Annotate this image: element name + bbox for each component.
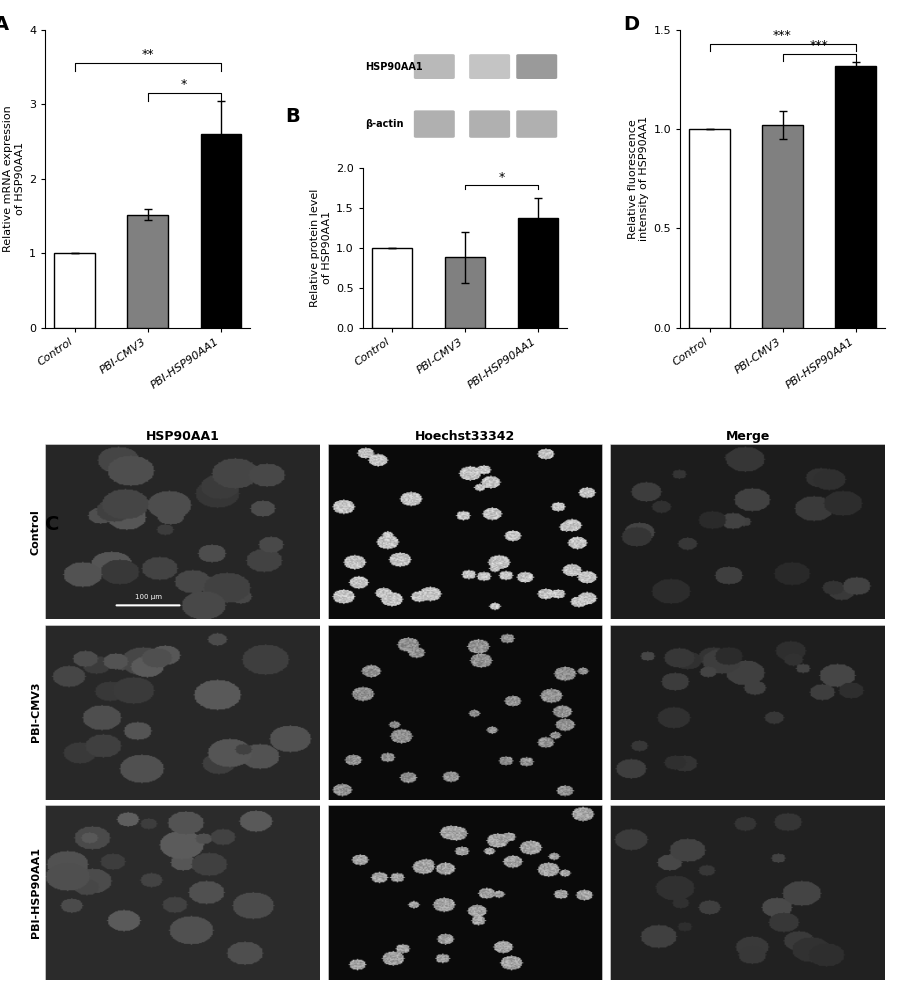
Y-axis label: Control: Control bbox=[31, 509, 41, 555]
Bar bbox=[445, 257, 484, 328]
Text: B: B bbox=[284, 107, 299, 126]
Bar bbox=[518, 218, 557, 328]
Text: β-actin: β-actin bbox=[364, 119, 402, 129]
FancyBboxPatch shape bbox=[469, 110, 510, 138]
Bar bbox=[372, 248, 411, 328]
Bar bbox=[127, 215, 168, 328]
Y-axis label: Relative fluorescence
intensity of HSP90AA1: Relative fluorescence intensity of HSP90… bbox=[627, 116, 649, 241]
Y-axis label: PBI-CMV3: PBI-CMV3 bbox=[31, 682, 41, 742]
Y-axis label: PBI-HSP90AA1: PBI-HSP90AA1 bbox=[31, 847, 41, 938]
Bar bbox=[200, 134, 241, 328]
Bar bbox=[54, 253, 95, 328]
Text: ***: *** bbox=[772, 29, 791, 42]
Text: *: * bbox=[498, 171, 504, 184]
Y-axis label: Relative protein level
of HSP90AA1: Relative protein level of HSP90AA1 bbox=[309, 189, 331, 307]
FancyBboxPatch shape bbox=[516, 54, 557, 79]
Text: C: C bbox=[45, 515, 60, 534]
Text: 100 μm: 100 μm bbox=[134, 594, 161, 600]
Bar bbox=[834, 66, 875, 328]
Text: **: ** bbox=[141, 48, 153, 61]
FancyBboxPatch shape bbox=[516, 110, 557, 138]
Bar bbox=[761, 125, 802, 328]
Title: Merge: Merge bbox=[724, 430, 769, 443]
FancyBboxPatch shape bbox=[469, 54, 510, 79]
Text: *: * bbox=[180, 78, 187, 91]
Text: ***: *** bbox=[809, 39, 827, 52]
Text: A: A bbox=[0, 15, 9, 34]
Title: HSP90AA1: HSP90AA1 bbox=[145, 430, 219, 443]
FancyBboxPatch shape bbox=[413, 110, 455, 138]
Y-axis label: Relative mRNA expression
of HSP90AA1: Relative mRNA expression of HSP90AA1 bbox=[4, 105, 24, 252]
Text: D: D bbox=[622, 15, 639, 34]
Bar bbox=[688, 129, 729, 328]
FancyBboxPatch shape bbox=[413, 54, 455, 79]
Text: HSP90AA1: HSP90AA1 bbox=[364, 62, 422, 72]
Title: Hoechst33342: Hoechst33342 bbox=[414, 430, 515, 443]
